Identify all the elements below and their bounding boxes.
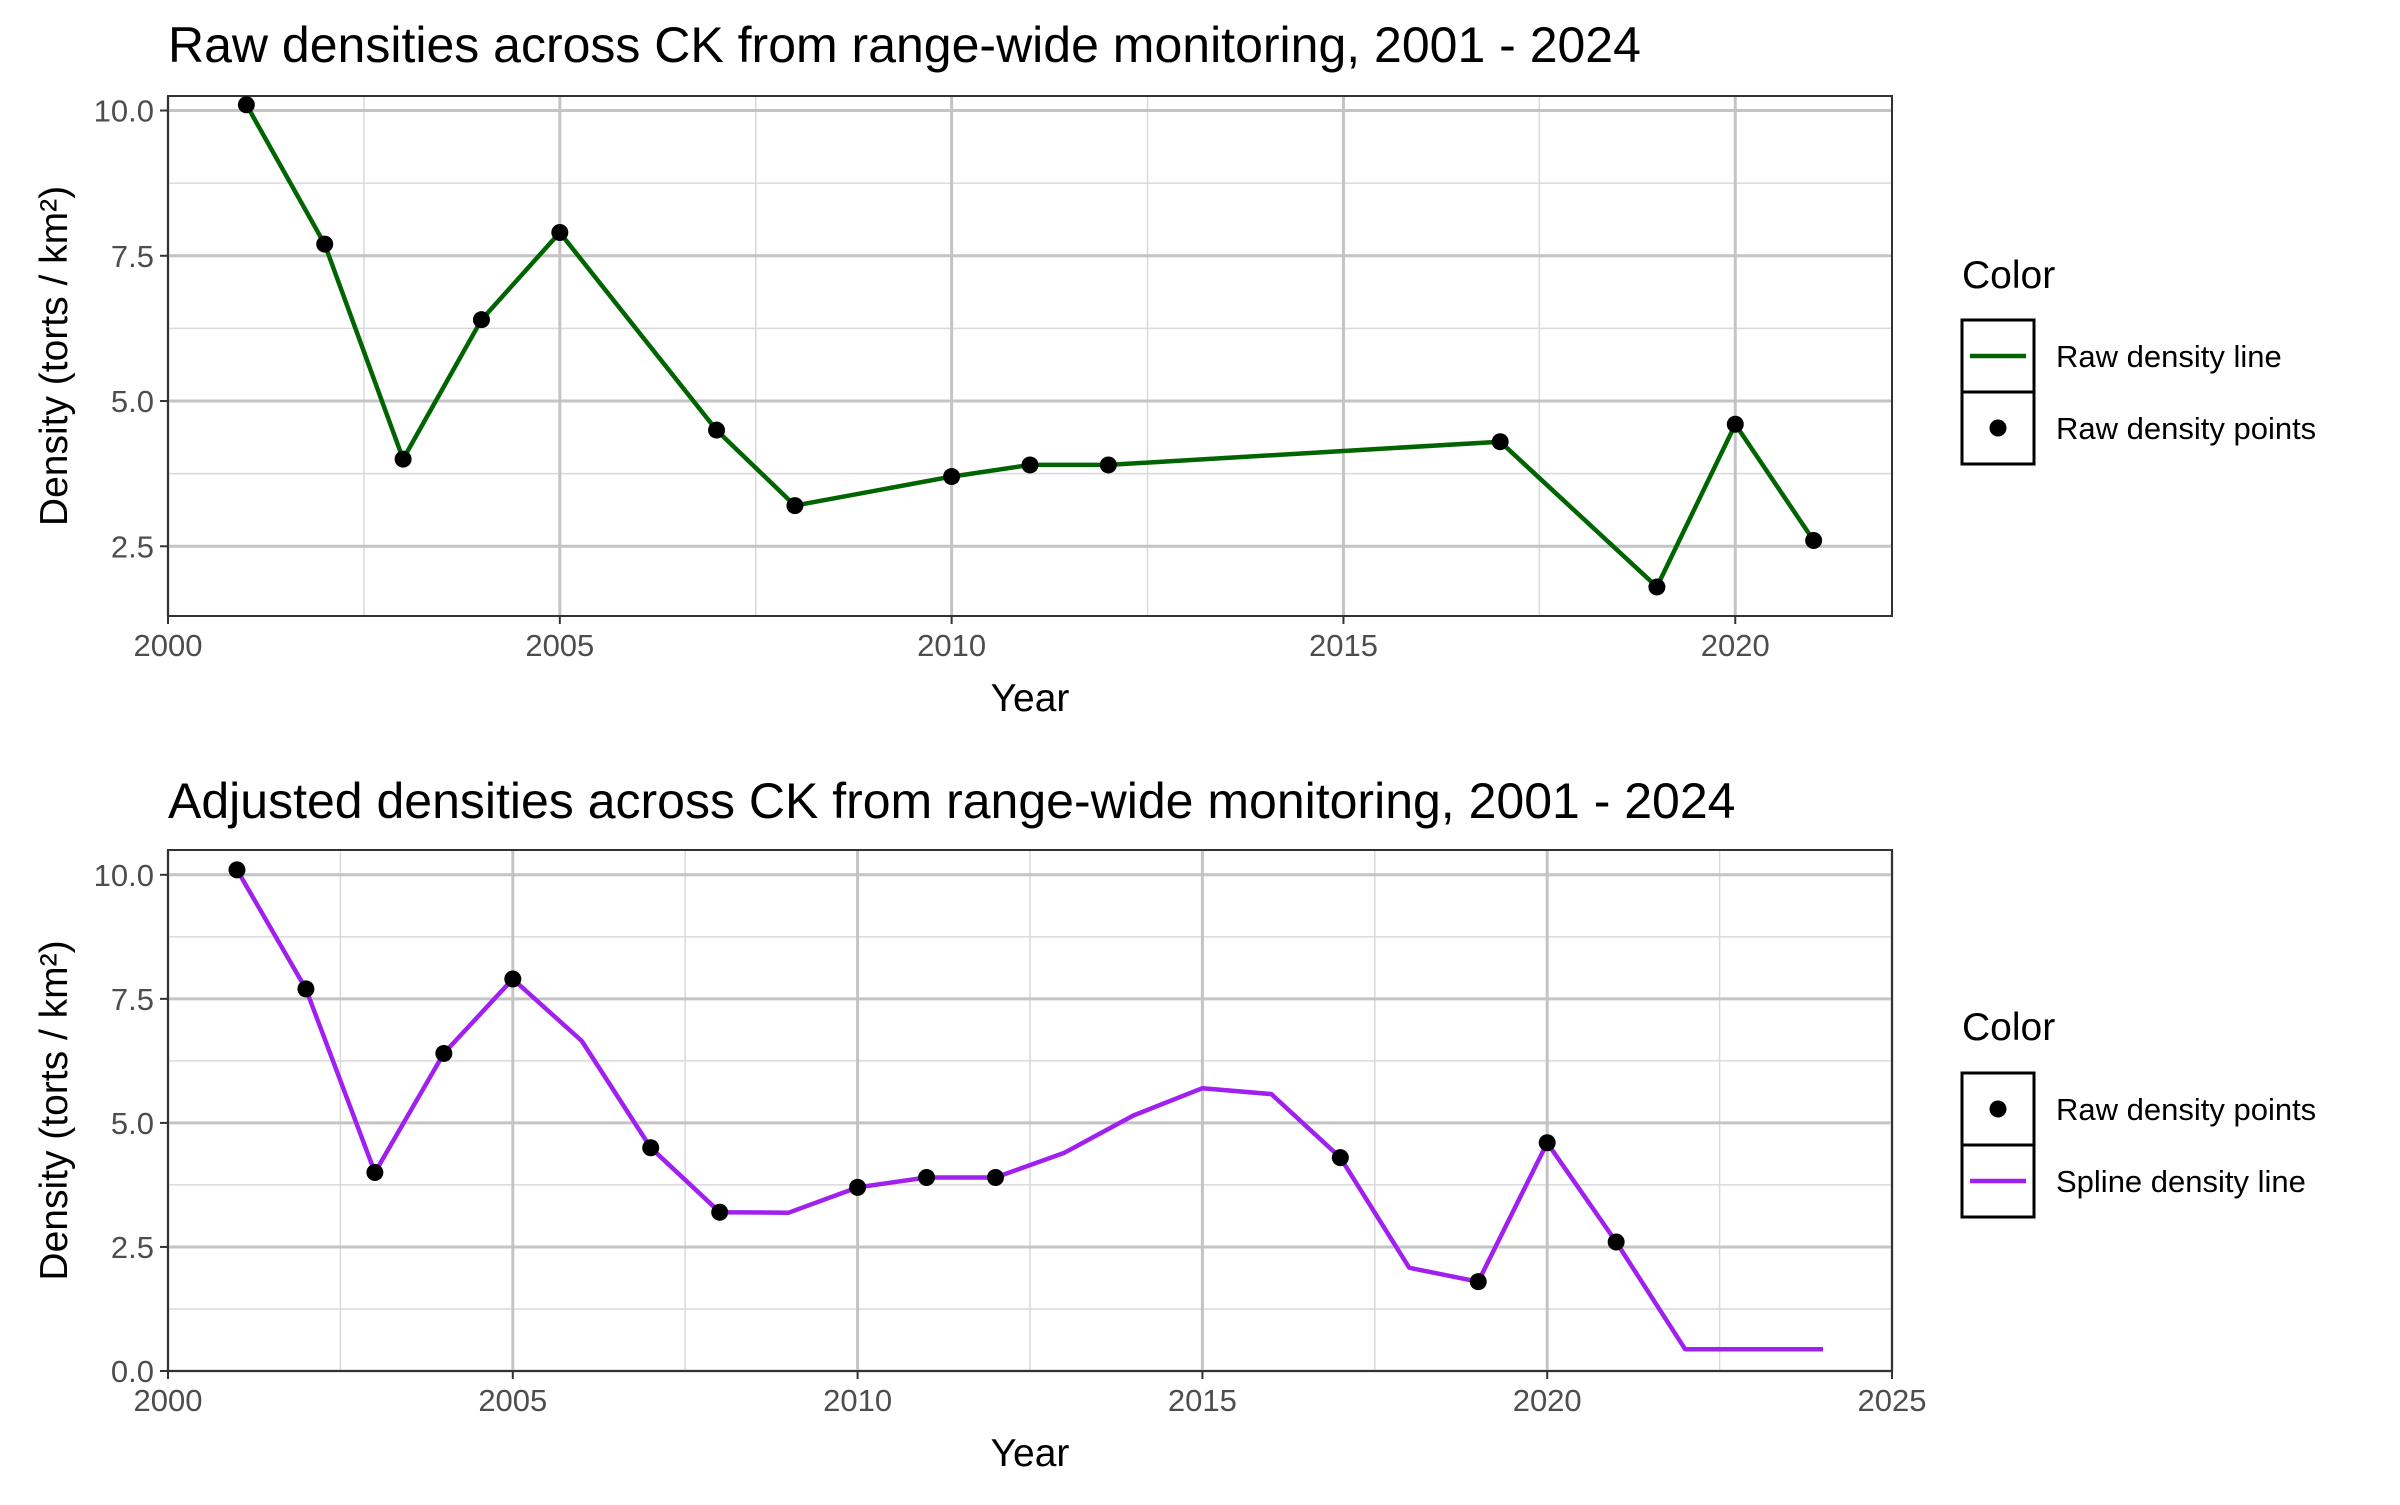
legend: Color Raw density line Raw density point…	[1960, 254, 2316, 466]
data-point	[1805, 531, 1823, 549]
data-point	[435, 1044, 453, 1062]
raw-density-panel: Raw densities across CK from range-wide …	[33, 17, 2316, 720]
grid	[166, 96, 1892, 616]
x-tick-label: 2015	[1168, 1383, 1237, 1418]
legend-title: Color	[1962, 1006, 2055, 1049]
y-axis-title: Density (torts / km²)	[33, 186, 76, 526]
legend-label: Raw density points	[2056, 411, 2316, 446]
y-tick-label: 2.5	[111, 1230, 154, 1265]
data-point	[228, 861, 246, 879]
y-tick-label: 2.5	[111, 529, 154, 564]
x-tick-label: 2025	[1858, 1383, 1927, 1418]
x-tick-label: 2010	[917, 628, 986, 663]
legend-item-spline-density-line: Spline density line	[1960, 1143, 2306, 1219]
data-point	[504, 970, 522, 988]
x-tick-label: 2020	[1513, 1383, 1582, 1418]
data-point	[472, 311, 490, 329]
data-point	[1648, 578, 1666, 596]
x-tick-label: 2010	[823, 1383, 892, 1418]
series-line	[235, 868, 1823, 1352]
y-tick-label: 7.5	[111, 239, 154, 274]
data-point	[943, 468, 961, 486]
legend-point-swatch	[1989, 1100, 2007, 1118]
plot-border	[167, 849, 1893, 1372]
data-point	[297, 980, 315, 998]
data-point	[1607, 1233, 1625, 1251]
chart-title: Adjusted densities across CK from range-…	[168, 773, 1735, 829]
data-point	[1331, 1149, 1349, 1167]
data-series	[237, 96, 1823, 596]
y-tick-label: 7.5	[111, 982, 154, 1017]
data-point	[237, 96, 255, 114]
legend-item-raw-density-points: Raw density points	[1960, 390, 2316, 466]
y-tick-label: 10.0	[94, 94, 154, 129]
x-tick-label: 2020	[1701, 628, 1770, 663]
data-point	[1469, 1273, 1487, 1291]
y-axis-ticks: 2.5 5.0 7.5 10.0	[94, 94, 168, 564]
data-point	[918, 1168, 936, 1186]
adjusted-density-panel: Adjusted densities across CK from range-…	[33, 773, 2316, 1475]
data-point	[551, 224, 569, 242]
chart-title: Raw densities across CK from range-wide …	[168, 17, 1641, 73]
data-point	[1021, 456, 1039, 474]
legend-label: Spline density line	[2056, 1164, 2306, 1199]
legend-title: Color	[1962, 254, 2055, 297]
y-tick-label: 5.0	[111, 1106, 154, 1141]
y-tick-label: 5.0	[111, 384, 154, 419]
legend-label: Raw density line	[2056, 339, 2282, 374]
data-point	[708, 421, 726, 439]
x-axis-ticks: 2000 2005 2010 2015 2020 2025	[134, 1371, 1927, 1418]
data-point	[849, 1178, 867, 1196]
data-point	[711, 1203, 729, 1221]
y-axis-ticks: 0.0 2.5 5.0 7.5 10.0	[94, 858, 168, 1389]
data-point	[786, 497, 804, 515]
x-axis-title: Year	[991, 1432, 1070, 1475]
legend-point-glyph	[1989, 1100, 2007, 1118]
legend-key	[1960, 390, 2036, 466]
data-series	[228, 861, 1823, 1352]
x-axis-title: Year	[991, 677, 1070, 720]
data-point	[316, 235, 334, 253]
x-tick-label: 2000	[134, 628, 203, 663]
data-point	[1491, 433, 1509, 451]
x-axis-ticks: 2000 2005 2010 2015 2020	[134, 616, 1770, 663]
data-point	[987, 1168, 1005, 1186]
x-tick-label: 2005	[478, 1383, 547, 1418]
x-tick-label: 2005	[525, 628, 594, 663]
x-tick-label: 2000	[134, 1383, 203, 1418]
x-tick-label: 2015	[1309, 628, 1378, 663]
data-point	[366, 1164, 384, 1182]
y-tick-label: 0.0	[111, 1354, 154, 1389]
legend-point-glyph	[1989, 419, 2007, 437]
data-point	[1099, 456, 1117, 474]
data-point	[1726, 415, 1744, 433]
series-line	[244, 103, 1816, 590]
legend-item-raw-density-line: Raw density line	[1960, 318, 2282, 394]
y-axis-title: Density (torts / km²)	[33, 940, 76, 1280]
data-point	[1538, 1134, 1556, 1152]
legend: Color Raw density points Spline density …	[1960, 1006, 2316, 1219]
legend-point-swatch	[1989, 419, 2007, 437]
data-point	[394, 450, 412, 468]
grid	[166, 850, 1894, 1373]
data-point	[642, 1139, 660, 1157]
legend-item-raw-density-points: Raw density points	[1960, 1071, 2316, 1147]
plot-border	[167, 95, 1893, 617]
y-tick-label: 10.0	[94, 858, 154, 893]
legend-label: Raw density points	[2056, 1092, 2316, 1127]
